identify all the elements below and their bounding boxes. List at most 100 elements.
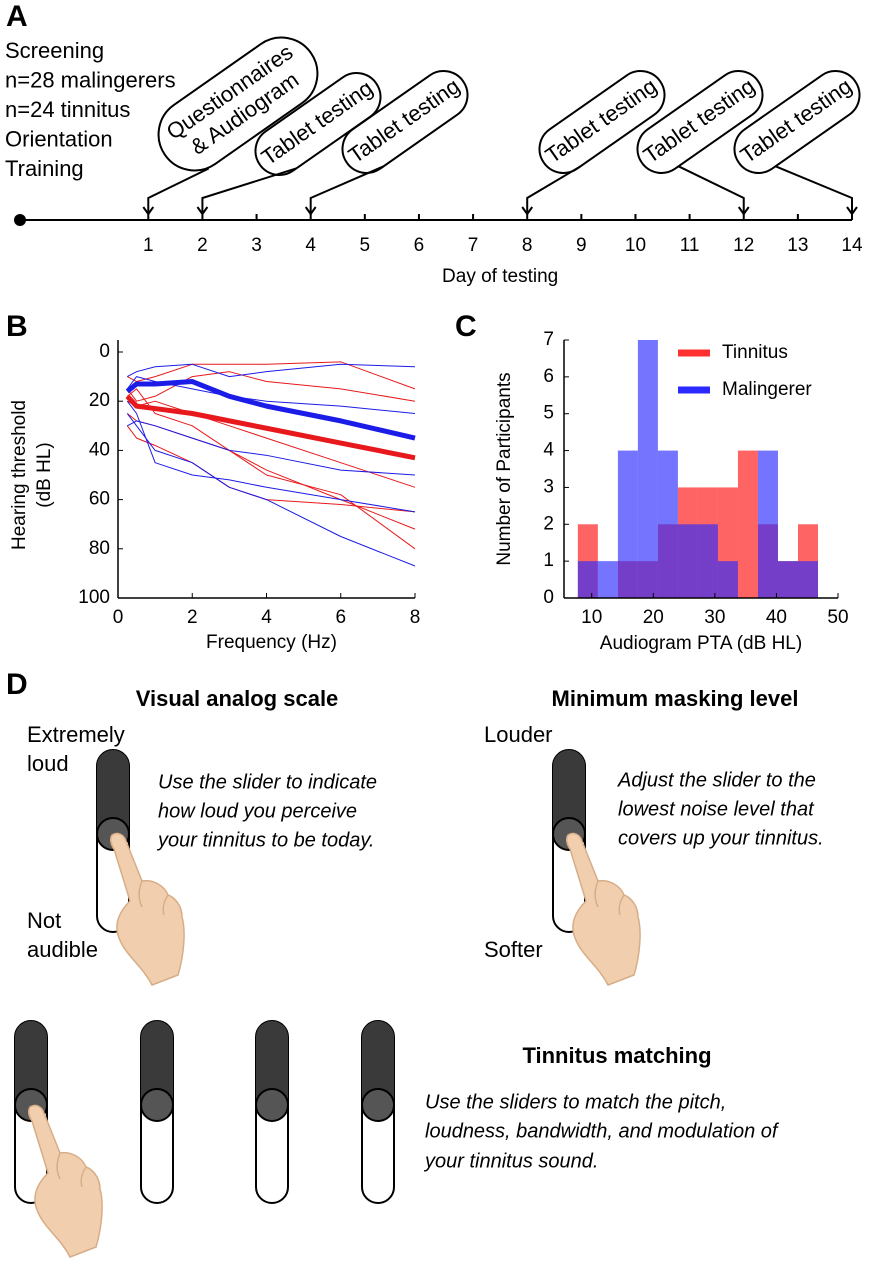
y-tick-label: 7 bbox=[543, 329, 554, 350]
y-axis-label: Hearing threshold bbox=[9, 400, 30, 550]
series-line bbox=[126, 413, 416, 567]
hist-bar bbox=[637, 340, 658, 598]
x-tick-label: 8 bbox=[522, 235, 533, 256]
callout-arrow bbox=[678, 165, 745, 212]
x-tick-label: 14 bbox=[841, 235, 863, 256]
hist-bar bbox=[697, 524, 718, 598]
series-line bbox=[125, 394, 416, 461]
timeline-start bbox=[14, 214, 26, 226]
slider-label: Not bbox=[27, 908, 61, 933]
slider-label: Louder bbox=[484, 722, 553, 747]
y-tick-label: 60 bbox=[89, 489, 110, 510]
instruction: Use the sliders to match the pitch, bbox=[425, 1091, 726, 1113]
legend-label: Tinnitus bbox=[722, 342, 788, 363]
arrow-head bbox=[304, 206, 317, 216]
note: Orientation bbox=[5, 126, 113, 151]
y-tick-label: 40 bbox=[89, 439, 110, 460]
instruction: loudness, bandwidth, and modulation of bbox=[425, 1120, 780, 1142]
instruction: Use the slider to indicate bbox=[158, 771, 377, 793]
x-tick-label: 10 bbox=[581, 607, 602, 628]
hist-bar bbox=[777, 561, 798, 598]
panel-label: B bbox=[6, 310, 28, 343]
x-tick-label: 11 bbox=[680, 235, 700, 256]
y-axis-label: (dB HL) bbox=[34, 442, 55, 507]
instruction: Adjust the slider to the bbox=[617, 769, 816, 791]
hist-bar bbox=[717, 561, 738, 598]
x-tick-label: 10 bbox=[625, 235, 646, 256]
series-line bbox=[127, 361, 416, 390]
panel-title: Minimum masking level bbox=[552, 686, 799, 711]
y-tick-label: 0 bbox=[543, 587, 554, 608]
callout-arrow bbox=[309, 165, 384, 212]
y-tick-label: 3 bbox=[543, 476, 554, 497]
note: Screening bbox=[5, 38, 104, 63]
y-tick-label: 5 bbox=[543, 403, 554, 424]
y-tick-label: 100 bbox=[78, 587, 110, 608]
x-tick-label: 40 bbox=[766, 607, 787, 628]
x-tick-label: 20 bbox=[643, 607, 664, 628]
note: Training bbox=[5, 156, 84, 181]
callout-box bbox=[538, 70, 666, 174]
y-axis-label: Number of Participants bbox=[494, 372, 515, 565]
slider-label: Softer bbox=[484, 937, 543, 962]
arrow-head bbox=[521, 206, 534, 216]
x-tick-label: 5 bbox=[360, 235, 371, 256]
callout-arrow bbox=[526, 165, 582, 212]
x-tick-label: 6 bbox=[414, 235, 425, 256]
callout-box bbox=[636, 70, 764, 174]
x-tick-label: 2 bbox=[197, 235, 208, 256]
series-line bbox=[127, 400, 416, 488]
instruction: your tinnitus sound. bbox=[423, 1150, 598, 1172]
panel-title: Visual analog scale bbox=[136, 686, 339, 711]
y-tick-label: 4 bbox=[543, 440, 554, 461]
series-line bbox=[126, 376, 416, 414]
arrow-head bbox=[142, 206, 155, 216]
callout-box bbox=[254, 72, 382, 176]
y-tick-label: 6 bbox=[543, 366, 554, 387]
note: n=28 malingerers bbox=[5, 67, 176, 92]
x-axis-label: Frequency (Hz) bbox=[206, 632, 337, 653]
callout-box bbox=[733, 70, 861, 174]
panel-title: Tinnitus matching bbox=[522, 1043, 711, 1068]
y-tick-label: 1 bbox=[543, 550, 554, 571]
y-tick-label: 2 bbox=[543, 513, 554, 534]
panel-label: A bbox=[6, 0, 28, 33]
x-tick-label: 12 bbox=[733, 235, 754, 256]
x-axis-label: Day of testing bbox=[442, 266, 558, 287]
slider-label: loud bbox=[27, 751, 69, 776]
x-tick-label: 4 bbox=[305, 235, 316, 256]
x-axis-label: Audiogram PTA (dB HL) bbox=[600, 633, 802, 654]
slider bbox=[255, 1020, 289, 1204]
y-tick-label: 20 bbox=[89, 390, 110, 411]
x-tick-label: 7 bbox=[468, 235, 479, 256]
hist-bar bbox=[657, 450, 678, 598]
arrow-head bbox=[196, 206, 209, 216]
hist-bar bbox=[577, 561, 598, 598]
x-tick-label: 0 bbox=[113, 607, 124, 628]
hist-bar bbox=[677, 524, 698, 598]
x-tick-label: 50 bbox=[827, 607, 848, 628]
legend-label: Malingerer bbox=[722, 379, 812, 400]
x-tick-label: 3 bbox=[251, 235, 262, 256]
arrow-head bbox=[846, 206, 858, 216]
slider bbox=[140, 1020, 174, 1204]
hist-bar bbox=[617, 450, 638, 598]
hist-bar bbox=[597, 561, 618, 598]
series-line bbox=[127, 420, 416, 476]
series-line bbox=[126, 425, 416, 513]
hist-bar bbox=[797, 561, 818, 598]
arrow-head bbox=[737, 206, 750, 216]
x-tick-label: 2 bbox=[187, 607, 198, 628]
note: n=24 tinnitus bbox=[5, 97, 130, 122]
hist-bar bbox=[757, 450, 778, 598]
slider-label: audible bbox=[27, 937, 98, 962]
y-tick-label: 80 bbox=[89, 538, 110, 559]
x-tick-label: 8 bbox=[410, 607, 421, 628]
instruction: how loud you perceive bbox=[158, 800, 357, 822]
series-line bbox=[126, 371, 416, 402]
panel-label: C bbox=[455, 310, 477, 343]
callout-arrow bbox=[201, 167, 297, 212]
x-tick-label: 1 bbox=[143, 235, 154, 256]
callout-arrow bbox=[775, 165, 853, 212]
